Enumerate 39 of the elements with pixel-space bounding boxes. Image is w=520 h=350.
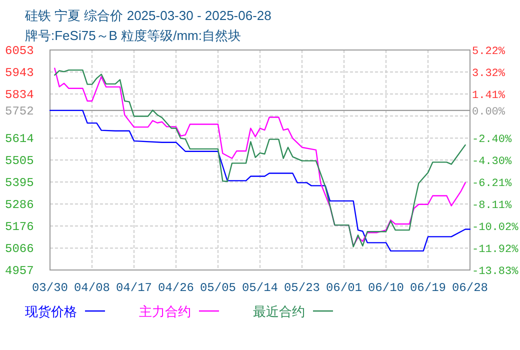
x-tick-label: 05/14 xyxy=(242,281,278,295)
x-tick-label: 05/23 xyxy=(284,281,320,295)
y-tick-label: 6053 xyxy=(5,44,34,58)
x-tick-label: 04/26 xyxy=(158,281,194,295)
y2-tick-label: 5.22% xyxy=(472,46,506,58)
y2-tick-label: -6.21% xyxy=(472,178,512,190)
y-tick-label: 4957 xyxy=(5,264,34,278)
y2-tick-label: -8.11% xyxy=(472,200,512,212)
x-tick-label: 06/10 xyxy=(368,281,404,295)
x-tick-label: 03/30 xyxy=(32,281,68,295)
y2-tick-label: 1.41% xyxy=(472,90,506,102)
x-tick-label: 06/28 xyxy=(452,281,488,295)
y-tick-label: 5395 xyxy=(5,176,34,190)
legend-label: 主力合约 xyxy=(139,304,191,319)
y2-tick-label: -13.83% xyxy=(472,266,519,278)
chart-subtitle: 牌号:FeSi75～B 粒度等级/mm:自然块 xyxy=(25,28,241,43)
ref-line-label: 5752 xyxy=(5,104,34,118)
legend-label: 现货价格 xyxy=(25,304,77,319)
x-tick-label: 06/19 xyxy=(410,281,446,295)
y2-tick-label: -11.92% xyxy=(472,244,519,256)
x-tick-label: 06/01 xyxy=(326,281,362,295)
y-tick-label: 5614 xyxy=(5,132,34,146)
line-series xyxy=(49,110,471,252)
y-tick-label: 5066 xyxy=(5,242,34,256)
x-tick-label: 04/08 xyxy=(74,281,110,295)
x-tick-label: 04/17 xyxy=(116,281,152,295)
y-tick-label: 5505 xyxy=(5,154,34,168)
y-tick-label: 5834 xyxy=(5,88,34,102)
y2-tick-label: -4.30% xyxy=(472,156,512,168)
x-tick-label: 05/05 xyxy=(200,281,236,295)
y2-tick-label: 3.32% xyxy=(472,68,506,80)
y-tick-label: 5176 xyxy=(5,220,34,234)
legend-label: 最近合约 xyxy=(253,304,305,319)
y2-tick-label: -10.02% xyxy=(472,222,519,234)
y2-tick-label: -2.40% xyxy=(472,134,512,146)
y-tick-label: 5286 xyxy=(5,198,34,212)
y2-tick-label: 0.00% xyxy=(472,106,506,118)
y-tick-label: 5943 xyxy=(5,66,34,80)
chart-title: 硅铁 宁夏 综合价 2025-03-30 - 2025-06-28 xyxy=(24,8,272,23)
